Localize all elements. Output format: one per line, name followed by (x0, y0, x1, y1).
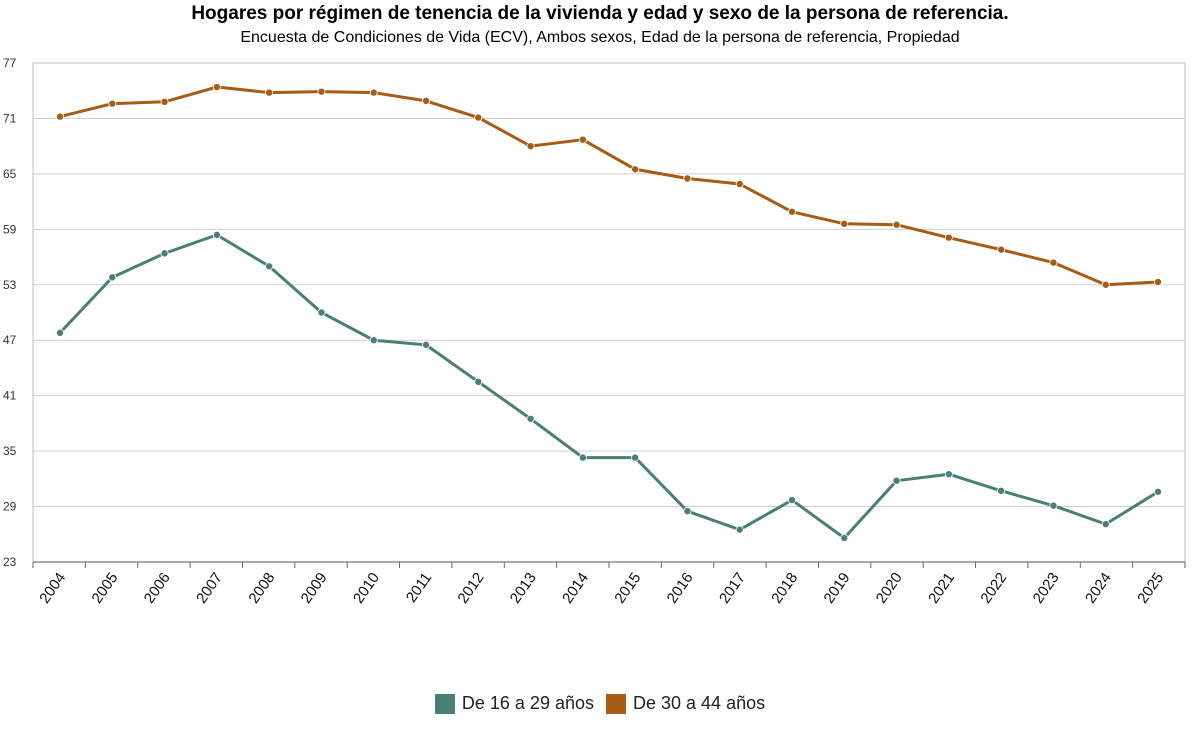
x-tick-label: 2013 (507, 570, 540, 607)
legend-item-series-1[interactable]: De 16 a 29 años (434, 693, 594, 714)
y-tick-label: 29 (3, 500, 17, 514)
data-point-series-2 (56, 112, 65, 121)
chart-subtitle: Encuesta de Condiciones de Vida (ECV), A… (240, 29, 960, 46)
data-point-series-1 (369, 336, 378, 345)
data-point-series-2 (1154, 278, 1163, 287)
y-tick-label: 53 (3, 278, 17, 292)
data-point-series-2 (108, 99, 117, 108)
legend-label-series-2: De 30 a 44 años (633, 693, 766, 713)
x-tick-label: 2025 (1134, 570, 1167, 607)
data-point-series-2 (944, 233, 953, 242)
data-point-series-1 (421, 340, 430, 349)
legend-label-series-1: De 16 a 29 años (461, 693, 594, 713)
x-tick-label: 2024 (1082, 570, 1115, 607)
legend-item-series-2[interactable]: De 30 a 44 años (606, 693, 765, 714)
data-point-series-1 (56, 328, 65, 337)
y-tick-label: 77 (3, 56, 17, 70)
data-point-series-1 (944, 470, 953, 479)
data-point-series-1 (265, 262, 274, 271)
data-point-series-1 (683, 507, 692, 516)
data-point-series-1 (1154, 487, 1163, 496)
y-tick-label: 47 (3, 333, 17, 347)
data-point-series-1 (474, 377, 483, 386)
legend-swatch-series-2 (606, 693, 626, 714)
data-point-series-1 (892, 476, 901, 485)
data-point-series-2 (1049, 258, 1058, 267)
data-point-series-1 (788, 496, 797, 505)
y-tick-label: 35 (3, 444, 17, 458)
x-tick-label: 2023 (1030, 570, 1063, 607)
data-point-series-2 (735, 180, 744, 189)
x-tick-label: 2014 (559, 570, 592, 607)
data-point-series-1 (997, 486, 1006, 495)
data-point-series-2 (265, 88, 274, 97)
data-point-series-2 (788, 207, 797, 216)
x-tick-label: 2022 (977, 570, 1010, 607)
data-point-series-2 (369, 88, 378, 97)
x-tick-label: 2009 (298, 570, 331, 607)
legend-swatch-series-1 (434, 693, 455, 714)
x-tick-label: 2020 (873, 570, 906, 607)
x-tick-label: 2008 (245, 570, 278, 607)
data-point-series-1 (631, 453, 640, 462)
data-point-series-2 (997, 245, 1006, 254)
data-point-series-2 (212, 83, 221, 92)
data-point-series-1 (840, 533, 849, 542)
data-point-series-2 (421, 96, 430, 105)
data-point-series-1 (526, 414, 535, 423)
x-tick-label: 2005 (88, 570, 121, 607)
y-tick-label: 59 (3, 222, 17, 236)
data-point-series-1 (735, 525, 744, 534)
y-tick-label: 41 (3, 389, 17, 403)
x-tick-label: 2012 (454, 570, 487, 607)
series-line-1 (58, 233, 1159, 540)
data-point-series-2 (160, 97, 169, 106)
x-tick-label: 2021 (925, 570, 958, 607)
x-tick-label: 2006 (141, 570, 174, 607)
plot-area (32, 62, 1186, 563)
x-tick-label: 2007 (193, 570, 226, 607)
x-tick-label: 2004 (36, 570, 69, 607)
data-point-series-1 (578, 453, 587, 462)
x-tick-label: 2018 (768, 570, 801, 607)
y-tick-label: 71 (3, 111, 17, 125)
data-point-series-1 (160, 249, 169, 258)
x-tick-label: 2019 (820, 570, 853, 607)
data-point-series-2 (840, 219, 849, 228)
data-point-series-2 (474, 113, 483, 122)
series-line-2 (59, 85, 1159, 287)
data-point-series-2 (683, 174, 692, 183)
data-point-series-2 (526, 142, 535, 151)
x-tick-label: 2015 (611, 570, 644, 607)
data-point-series-2 (631, 165, 640, 174)
x-tick-label: 2016 (664, 570, 697, 607)
chart-legend: De 16 a 29 años De 30 a 44 años (0, 693, 1200, 714)
x-tick-label: 2011 (403, 570, 435, 606)
data-point-series-1 (317, 308, 326, 317)
data-point-series-1 (108, 273, 117, 282)
x-tick-label: 2010 (350, 570, 383, 607)
x-tick-label: 2017 (716, 570, 749, 607)
y-tick-label: 23 (3, 555, 17, 569)
data-point-series-2 (1101, 280, 1110, 289)
data-point-series-2 (578, 135, 587, 144)
line-chart: 23 29 35 41 47 53 59 65 71 77 2004 2005 2006 2007 2008… (3, 56, 1186, 607)
data-point-series-2 (892, 220, 901, 229)
data-point-series-1 (1049, 501, 1058, 510)
data-point-series-1 (1101, 520, 1110, 529)
data-point-series-1 (212, 230, 221, 239)
chart-title: Hogares por régimen de tenencia de la vi… (191, 3, 1009, 24)
data-point-series-2 (317, 87, 326, 96)
y-tick-label: 65 (3, 167, 17, 181)
